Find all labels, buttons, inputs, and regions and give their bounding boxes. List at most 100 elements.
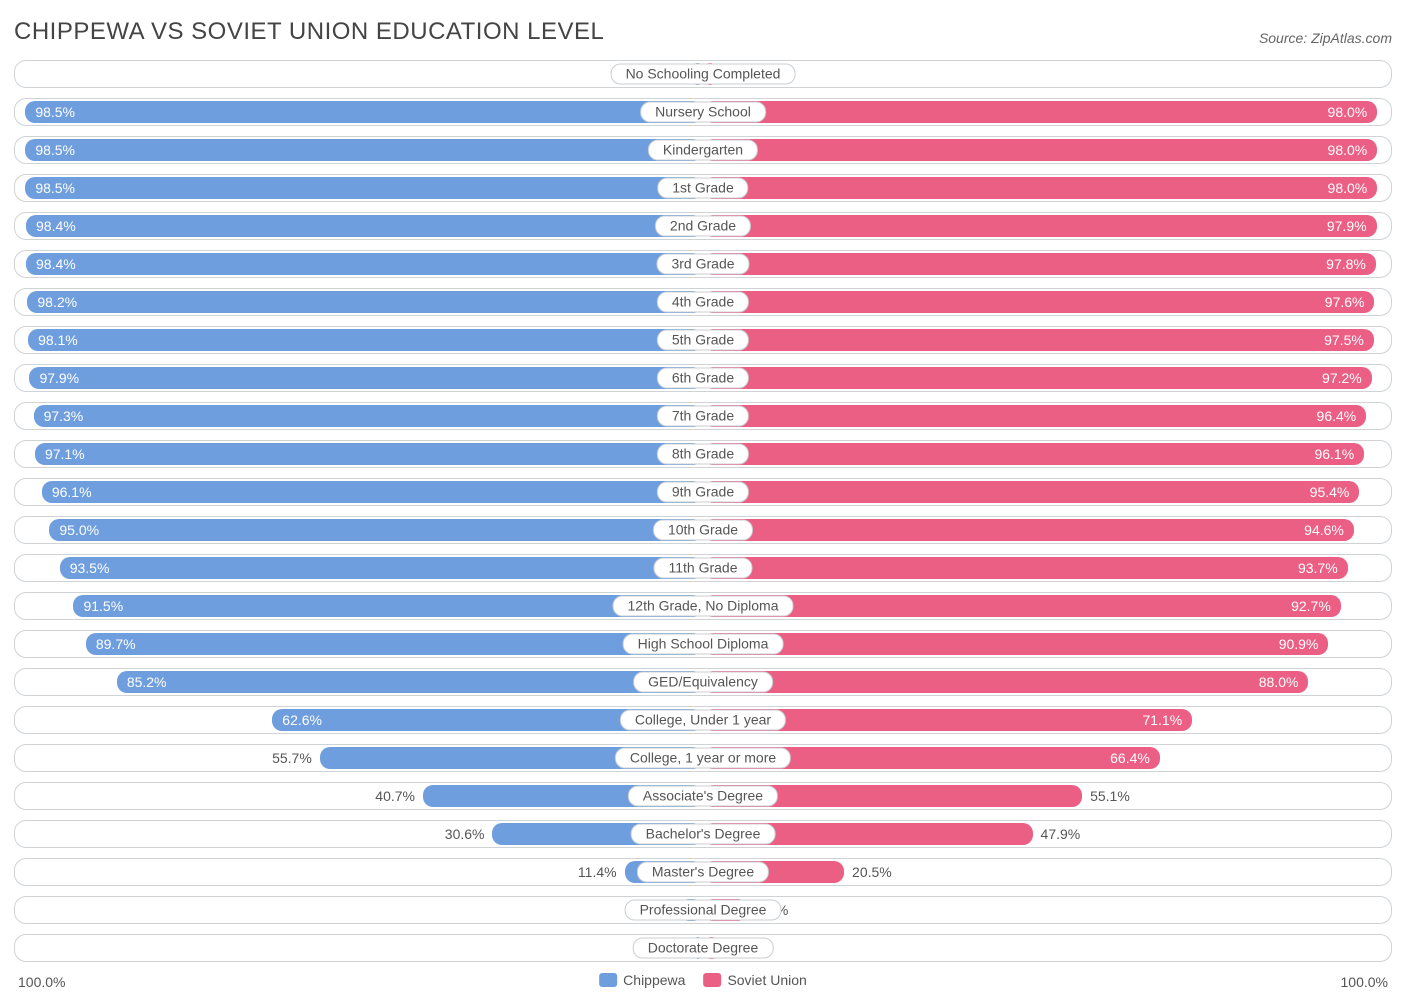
bar-series-a: [27, 291, 703, 313]
value-label-a: 11.4%: [578, 859, 625, 885]
category-label: Doctorate Degree: [633, 938, 774, 959]
chart-row: 85.2%88.0%GED/Equivalency: [14, 668, 1392, 696]
bar-series-a: [34, 405, 703, 427]
legend-item-a: Chippewa: [599, 972, 685, 988]
legend-item-b: Soviet Union: [703, 972, 806, 988]
category-label: Professional Degree: [625, 900, 782, 921]
chart-legend: Chippewa Soviet Union: [599, 972, 807, 988]
category-label: Kindergarten: [648, 140, 758, 161]
category-label: Nursery School: [640, 102, 766, 123]
category-label: 6th Grade: [657, 368, 749, 389]
category-label: 1st Grade: [657, 178, 748, 199]
chart-row: 11.4% 20.5% Master's Degree: [14, 858, 1392, 886]
category-label: Bachelor's Degree: [631, 824, 776, 845]
legend-label-b: Soviet Union: [727, 972, 806, 988]
bar-series-a: [29, 367, 703, 389]
value-label-a: 55.7%: [272, 745, 320, 771]
bar-series-b: [703, 291, 1374, 313]
chart-row: 55.7%66.4%College, 1 year or more: [14, 744, 1392, 772]
bar-series-b: [703, 443, 1364, 465]
bar-series-a: [49, 519, 703, 541]
category-label: 2nd Grade: [655, 216, 751, 237]
bar-series-b: [703, 101, 1377, 123]
chart-footer: 100.0% Chippewa Soviet Union 100.0%: [14, 972, 1392, 996]
chart-title: CHIPPEWA VS SOVIET UNION EDUCATION LEVEL: [14, 18, 604, 46]
bar-series-a: [25, 139, 703, 161]
legend-swatch-b: [703, 973, 721, 987]
category-label: 3rd Grade: [656, 254, 749, 275]
chart-row: 96.1%95.4%9th Grade: [14, 478, 1392, 506]
bar-series-b: [703, 557, 1348, 579]
bar-series-a: [73, 595, 703, 617]
bar-series-b: [703, 671, 1308, 693]
category-label: 7th Grade: [657, 406, 749, 427]
chart-row: 97.3%96.4%7th Grade: [14, 402, 1392, 430]
chart-row: 89.7%90.9%High School Diploma: [14, 630, 1392, 658]
category-label: College, Under 1 year: [620, 710, 786, 731]
category-label: No Schooling Completed: [611, 64, 796, 85]
bar-series-b: [703, 481, 1359, 503]
chart-row: 1.5%2.5%Doctorate Degree: [14, 934, 1392, 962]
bar-series-b: [703, 253, 1376, 275]
bar-series-a: [25, 101, 703, 123]
chart-row: 98.5%98.0%Nursery School: [14, 98, 1392, 126]
chart-row: 97.9%97.2%6th Grade: [14, 364, 1392, 392]
chart-row: 98.4%97.8%3rd Grade: [14, 250, 1392, 278]
chart-row: 98.4%97.9%2nd Grade: [14, 212, 1392, 240]
category-label: 4th Grade: [657, 292, 749, 313]
chart-container: CHIPPEWA VS SOVIET UNION EDUCATION LEVEL…: [0, 0, 1406, 1008]
chart-row: 3.5%6.6%Professional Degree: [14, 896, 1392, 924]
bar-series-a: [86, 633, 703, 655]
category-label: GED/Equivalency: [633, 672, 773, 693]
chart-row: 93.5%93.7%11th Grade: [14, 554, 1392, 582]
bar-series-b: [703, 139, 1377, 161]
diverging-bar-chart: 1.6%2.0%No Schooling Completed 98.5%98.0%…: [14, 60, 1392, 962]
legend-label-a: Chippewa: [623, 972, 685, 988]
bar-series-b: [703, 595, 1341, 617]
category-label: Master's Degree: [637, 862, 769, 883]
category-label: Associate's Degree: [628, 786, 778, 807]
chart-header: CHIPPEWA VS SOVIET UNION EDUCATION LEVEL…: [14, 18, 1392, 46]
bar-series-b: [703, 519, 1354, 541]
bar-series-b: [703, 329, 1374, 351]
bar-series-b: [703, 367, 1372, 389]
bar-series-a: [26, 253, 703, 275]
bar-series-a: [26, 215, 703, 237]
chart-source: Source: ZipAtlas.com: [1259, 30, 1392, 46]
source-name: ZipAtlas.com: [1311, 30, 1392, 46]
source-prefix: Source:: [1259, 30, 1311, 46]
bar-series-b: [703, 215, 1377, 237]
chart-row: 1.6%2.0%No Schooling Completed: [14, 60, 1392, 88]
category-label: 9th Grade: [657, 482, 749, 503]
value-label-b: 20.5%: [844, 859, 892, 885]
chart-row: 91.5%92.7%12th Grade, No Diploma: [14, 592, 1392, 620]
bar-series-a: [25, 177, 703, 199]
bar-series-a: [117, 671, 703, 693]
category-label: College, 1 year or more: [615, 748, 791, 769]
chart-row: 40.7% 55.1% Associate's Degree: [14, 782, 1392, 810]
chart-row: 62.6%71.1%College, Under 1 year: [14, 706, 1392, 734]
chart-row: 95.0%94.6%10th Grade: [14, 516, 1392, 544]
bar-series-a: [42, 481, 703, 503]
chart-row: 97.1%96.1%8th Grade: [14, 440, 1392, 468]
bar-series-a: [60, 557, 703, 579]
axis-label-left: 100.0%: [18, 974, 65, 990]
chart-row: 98.1%97.5%5th Grade: [14, 326, 1392, 354]
value-label-a: 40.7%: [375, 783, 423, 809]
category-label: 8th Grade: [657, 444, 749, 465]
value-label-a: 30.6%: [445, 821, 493, 847]
category-label: 12th Grade, No Diploma: [613, 596, 794, 617]
bar-series-a: [35, 443, 703, 465]
category-label: 11th Grade: [653, 558, 752, 579]
value-label-b: 47.9%: [1033, 821, 1081, 847]
bar-series-b: [703, 177, 1377, 199]
value-label-b: 55.1%: [1082, 783, 1130, 809]
bar-series-a: [28, 329, 703, 351]
bar-series-b: [703, 405, 1366, 427]
legend-swatch-a: [599, 973, 617, 987]
axis-label-right: 100.0%: [1341, 974, 1388, 990]
bar-series-b: [703, 633, 1328, 655]
chart-row: 98.2%97.6%4th Grade: [14, 288, 1392, 316]
chart-row: 30.6% 47.9% Bachelor's Degree: [14, 820, 1392, 848]
chart-row: 98.5%98.0%1st Grade: [14, 174, 1392, 202]
